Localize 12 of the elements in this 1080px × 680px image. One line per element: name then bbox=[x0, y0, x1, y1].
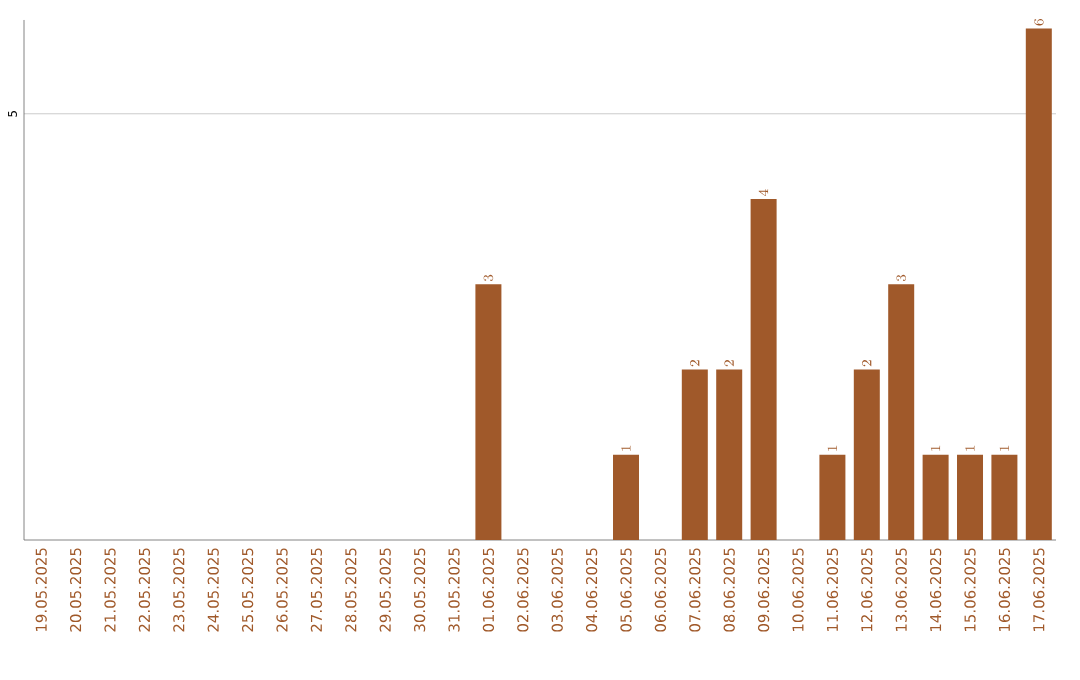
bar bbox=[991, 454, 1018, 540]
bar bbox=[922, 454, 949, 540]
bar bbox=[613, 454, 640, 540]
bar bbox=[1025, 28, 1052, 540]
bar bbox=[819, 454, 846, 540]
bar bbox=[853, 369, 880, 540]
bar bbox=[475, 284, 502, 540]
bar bbox=[750, 199, 777, 540]
bar bbox=[716, 369, 743, 540]
bar bbox=[681, 369, 708, 540]
bar bbox=[888, 284, 915, 540]
bar bbox=[957, 454, 984, 540]
